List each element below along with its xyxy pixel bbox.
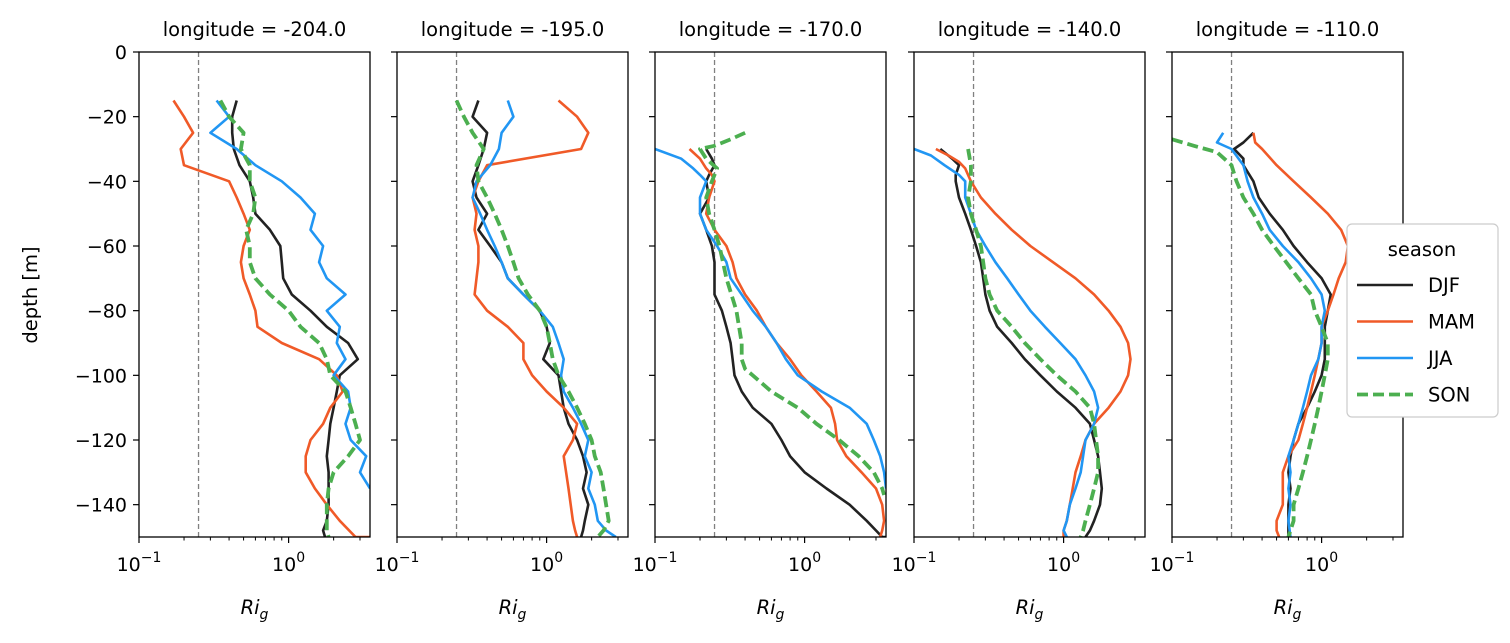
legend-label-jja: JJA: [1426, 347, 1453, 370]
y-tick-label: −140: [75, 495, 127, 517]
series-line-jja: [1215, 132, 1327, 537]
series-group: [454, 99, 617, 537]
legend-label-mam: MAM: [1428, 311, 1475, 334]
series-line-jja: [471, 100, 617, 537]
series-line-djf: [471, 100, 590, 537]
series-group: [655, 131, 886, 537]
panels-group: longitude = -204.0 0 −20 −40 −60 −80 −100 −120 −…: [19, 18, 1404, 623]
legend: season DJF MAM JJA SON: [1346, 223, 1499, 418]
panel-title: longitude = -140.0: [938, 18, 1121, 41]
panel-title: longitude = -195.0: [421, 18, 604, 41]
legend-title: season: [1388, 238, 1457, 261]
panel-frame: [913, 51, 1146, 538]
series-line-mam: [935, 147, 1132, 537]
series-group: [914, 147, 1132, 537]
series-line-son: [454, 99, 611, 537]
legend-label-djf: DJF: [1428, 274, 1460, 297]
x-axis-label: Rig: [241, 596, 269, 623]
x-tick-label: 100: [530, 550, 563, 576]
x-tick-label: 100: [1305, 550, 1338, 576]
x-tick-label: 10−1: [633, 550, 678, 576]
series-line-jja: [914, 147, 1100, 537]
panel-1: longitude = -204.0 0 −20 −40 −60 −80 −100 −120 −…: [75, 18, 371, 623]
y-tick-label: −40: [87, 171, 127, 193]
y-tick-label: −120: [75, 430, 127, 452]
panel-title: longitude = -170.0: [679, 18, 862, 41]
x-tick-label: 10−1: [375, 550, 420, 576]
x-axis-label: Rig: [499, 596, 527, 623]
series-line-djf: [230, 100, 360, 537]
panel-frame: [654, 51, 887, 538]
series-line-jja: [209, 99, 370, 490]
panel-frame: [396, 51, 629, 538]
y-tick-label: −60: [87, 236, 127, 258]
panel-title: longitude = -110.0: [1196, 18, 1379, 41]
x-tick-label: 10−1: [117, 550, 162, 576]
x-tick-label: 100: [272, 550, 305, 576]
series-line-jja: [655, 147, 886, 489]
y-tick-label: 0: [115, 42, 127, 64]
legend-label-son: SON: [1428, 384, 1470, 407]
panel-title: longitude = -204.0: [163, 18, 346, 41]
series-line-djf: [939, 147, 1104, 537]
y-tick-label: −100: [75, 365, 127, 387]
x-axis-label: Rig: [1274, 596, 1302, 623]
x-tick-label: 100: [788, 550, 821, 576]
series-line-son: [218, 99, 362, 537]
series-group: [172, 99, 370, 537]
panel-frame: [138, 51, 371, 538]
series-line-son: [966, 148, 1100, 537]
x-axis-label: Rig: [757, 596, 785, 623]
y-tick-label: −80: [87, 301, 127, 323]
x-tick-label: 10−1: [892, 550, 937, 576]
x-axis-label: Rig: [1016, 596, 1044, 623]
series-line-son: [1172, 137, 1330, 537]
y-tick-label: −20: [87, 107, 127, 129]
legend-box: [1346, 223, 1499, 418]
x-tick-label: 10−1: [1150, 550, 1195, 576]
y-axis-label: depth [m]: [19, 246, 42, 343]
series-group: [1172, 131, 1350, 537]
x-tick-label: 100: [1047, 550, 1080, 576]
